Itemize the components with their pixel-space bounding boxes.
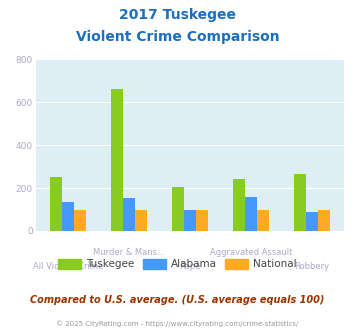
Bar: [110, 89, 123, 231]
Bar: [50, 178, 62, 231]
Text: Rape: Rape: [179, 262, 201, 271]
Text: Aggravated Assault: Aggravated Assault: [210, 248, 292, 257]
Bar: [123, 198, 135, 231]
Text: © 2025 CityRating.com - https://www.cityrating.com/crime-statistics/: © 2025 CityRating.com - https://www.city…: [56, 321, 299, 327]
Bar: [196, 210, 208, 231]
Bar: [318, 210, 330, 231]
Legend: Tuskegee, Alabama, National: Tuskegee, Alabama, National: [54, 255, 301, 274]
Text: Robbery: Robbery: [294, 262, 329, 271]
Text: All Violent Crime: All Violent Crime: [33, 262, 103, 271]
Bar: [257, 210, 269, 231]
Bar: [294, 174, 306, 231]
Text: 2017 Tuskegee: 2017 Tuskegee: [119, 8, 236, 22]
Bar: [245, 197, 257, 231]
Bar: [233, 179, 245, 231]
Text: Compared to U.S. average. (U.S. average equals 100): Compared to U.S. average. (U.S. average …: [30, 295, 325, 305]
Bar: [184, 210, 196, 231]
Text: Violent Crime Comparison: Violent Crime Comparison: [76, 30, 279, 44]
Bar: [62, 202, 74, 231]
Bar: [74, 210, 86, 231]
Bar: [171, 187, 184, 231]
Bar: [306, 212, 318, 231]
Text: Murder & Mans...: Murder & Mans...: [93, 248, 165, 257]
Bar: [135, 210, 147, 231]
